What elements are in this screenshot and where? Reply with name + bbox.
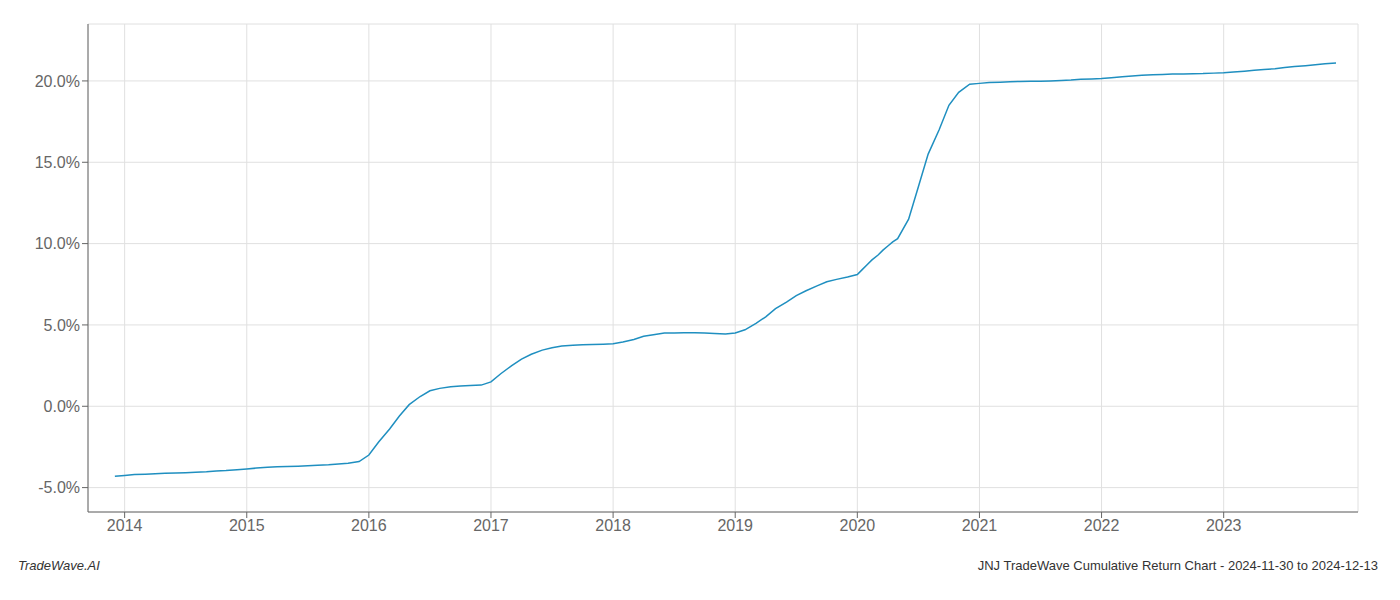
svg-text:2023: 2023 bbox=[1206, 517, 1242, 534]
svg-text:15.0%: 15.0% bbox=[35, 154, 80, 171]
svg-text:2018: 2018 bbox=[595, 517, 631, 534]
svg-text:2022: 2022 bbox=[1084, 517, 1120, 534]
svg-text:2017: 2017 bbox=[473, 517, 509, 534]
svg-text:20.0%: 20.0% bbox=[35, 73, 80, 90]
html-text:JNJ TradeWave Cumulative Retur: JNJ TradeWave Cumulative Return Chart - … bbox=[977, 558, 1378, 573]
svg-text:2016: 2016 bbox=[351, 517, 387, 534]
svg-text:2019: 2019 bbox=[717, 517, 753, 534]
svg-text:10.0%: 10.0% bbox=[35, 235, 80, 252]
svg-text:0.0%: 0.0% bbox=[44, 398, 80, 415]
svg-text:2015: 2015 bbox=[229, 517, 265, 534]
svg-text:2020: 2020 bbox=[840, 517, 876, 534]
svg-text:5.0%: 5.0% bbox=[44, 317, 80, 334]
svg-text:2021: 2021 bbox=[962, 517, 998, 534]
svg-text:2014: 2014 bbox=[107, 517, 143, 534]
html-text:TradeWave.AI: TradeWave.AI bbox=[18, 558, 100, 573]
svg-text:-5.0%: -5.0% bbox=[38, 479, 80, 496]
